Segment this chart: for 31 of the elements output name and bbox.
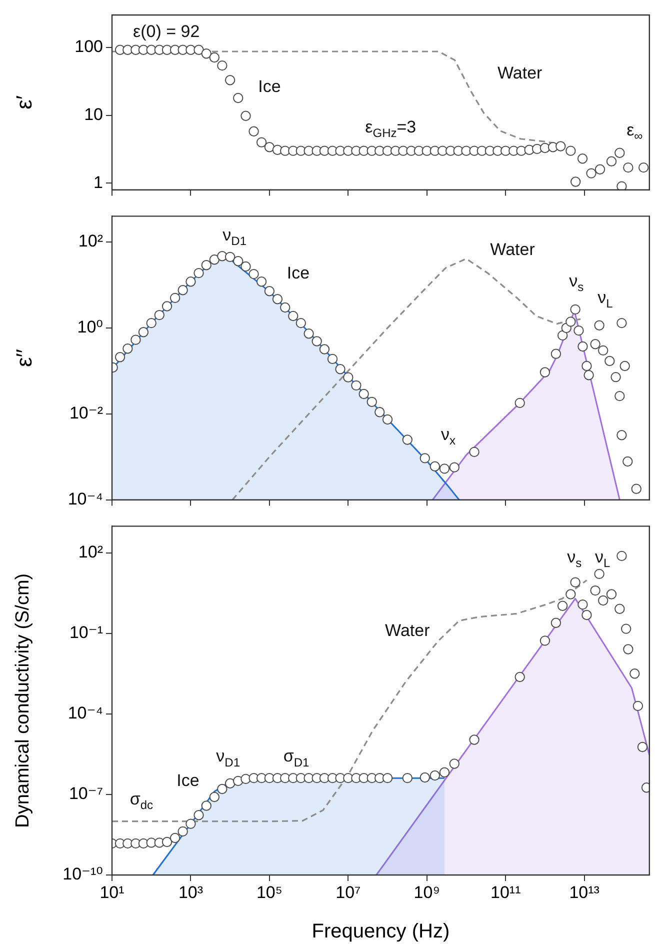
y-tick-label: 10⁻² — [69, 404, 104, 423]
y-tick-label: 10⁻⁴ — [68, 489, 103, 508]
y-tick-label: 10² — [78, 232, 104, 251]
y-tick-label: 10⁻⁷ — [68, 784, 103, 804]
annotation: Ice — [176, 771, 200, 790]
y-tick-label: 1 — [94, 172, 103, 192]
x-tick-label: 10¹¹ — [490, 882, 522, 902]
y-axis-title: ε′′ — [11, 348, 36, 368]
x-tick-label: 10¹³ — [569, 882, 600, 902]
annotation: Ice — [258, 76, 281, 96]
y-tick-label: 10 — [84, 104, 103, 124]
x-tick-label: 10⁵ — [256, 882, 282, 902]
annotation: ε(0) = 92 — [133, 22, 200, 42]
y-tick-label: 10⁻¹ — [69, 623, 104, 642]
x-axis-title: Frequency (Hz) — [312, 920, 450, 943]
y-axis-title: ε′ — [11, 95, 36, 110]
y-tick-label: 100 — [74, 37, 103, 56]
annotation: Water — [490, 240, 536, 259]
annotation: Water — [497, 63, 543, 82]
x-tick-label: 10³ — [178, 882, 204, 902]
y-axis-title: Dynamical conductivity (S/cm) — [12, 573, 34, 828]
y-tick-label: 10⁻⁴ — [68, 704, 103, 723]
x-tick-label: 10¹ — [100, 882, 125, 902]
annotation: Water — [385, 621, 430, 640]
y-tick-label: 10⁰ — [77, 318, 104, 337]
annotation: Ice — [286, 264, 310, 283]
y-tick-label: 10² — [78, 542, 104, 562]
annotation: ε∞ — [626, 120, 644, 144]
y-tick-label: 10⁻¹⁰ — [62, 864, 104, 884]
x-tick-label: 10⁹ — [414, 882, 440, 902]
x-tick-label: 10⁷ — [336, 882, 361, 902]
